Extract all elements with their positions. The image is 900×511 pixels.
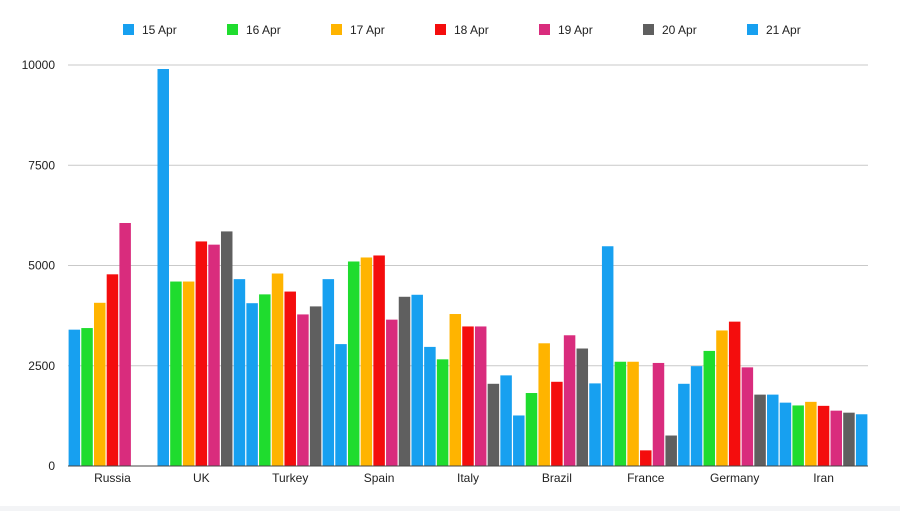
y-tick-label: 0 (48, 459, 55, 473)
x-tick-label: Brazil (542, 471, 572, 485)
x-tick-label: Germany (710, 471, 759, 485)
bar (513, 415, 525, 466)
bar (551, 381, 563, 466)
bar (843, 412, 855, 466)
bar (373, 255, 385, 466)
bar (424, 346, 436, 466)
legend-swatch (435, 24, 446, 35)
bar (678, 383, 690, 466)
bar (386, 319, 398, 466)
y-tick-label: 7500 (28, 158, 55, 172)
bar (830, 410, 843, 466)
x-tick-label: Italy (457, 471, 479, 485)
y-tick-label: 10000 (22, 58, 56, 72)
x-tick-label: Turkey (272, 471, 308, 485)
bar (436, 359, 449, 466)
x-tick-label: Russia (94, 471, 131, 485)
bar (665, 435, 677, 466)
bar (347, 261, 360, 466)
bar (233, 279, 246, 466)
bars (68, 69, 868, 466)
legend-label: 15 Apr (142, 23, 177, 37)
bar (462, 326, 474, 466)
bar (563, 335, 576, 466)
bar (81, 328, 93, 466)
bar (259, 294, 271, 466)
y-axis-ticks: 0 2500 5000 7500 10000 (22, 58, 56, 473)
bar (855, 414, 868, 466)
bar (335, 344, 347, 466)
y-tick-label: 5000 (28, 259, 55, 273)
y-tick-label: 2500 (28, 359, 55, 373)
bar (576, 348, 589, 466)
x-tick-label: UK (193, 471, 210, 485)
bar (271, 273, 284, 466)
bar (309, 306, 322, 466)
bar (500, 375, 512, 466)
bar (297, 314, 309, 466)
bar (398, 296, 411, 466)
legend-swatch (123, 24, 134, 35)
bar (728, 321, 741, 466)
legend-label: 19 Apr (558, 23, 593, 37)
bar (182, 281, 195, 466)
bar (817, 405, 830, 466)
bar (805, 401, 817, 466)
bar (792, 405, 804, 466)
legend-swatch (227, 24, 238, 35)
bar (195, 241, 208, 466)
bar (589, 383, 601, 466)
bar (246, 303, 258, 466)
bar (157, 69, 169, 466)
bar (208, 244, 220, 466)
bar (640, 450, 652, 466)
bar (474, 326, 487, 466)
bar (525, 393, 538, 466)
bar (360, 257, 373, 466)
bar (779, 402, 792, 466)
bar (652, 362, 665, 466)
bar (716, 330, 728, 466)
bar (106, 274, 119, 466)
legend-label: 16 Apr (246, 23, 281, 37)
bar (601, 246, 614, 466)
bar (487, 383, 500, 466)
bar (220, 231, 233, 466)
bar (703, 350, 716, 466)
x-axis: Russia UK Turkey Spain Italy Brazil France Germ… (68, 465, 868, 485)
legend-swatch (539, 24, 550, 35)
legend: 15 Apr 16 Apr 17 Apr 18 Apr 19 Apr 20 Apr 21 A… (123, 23, 801, 37)
bar (538, 343, 550, 466)
bar (767, 394, 779, 466)
bar (68, 329, 81, 466)
bar (690, 366, 703, 466)
bar (754, 394, 766, 466)
legend-label: 17 Apr (350, 23, 385, 37)
legend-swatch (643, 24, 654, 35)
x-tick-label: Spain (364, 471, 395, 485)
x-tick-label: Iran (813, 471, 834, 485)
bar (449, 314, 462, 466)
bar (119, 222, 131, 466)
legend-label: 20 Apr (662, 23, 697, 37)
bar (614, 361, 627, 466)
bar (93, 302, 106, 466)
bar (627, 361, 639, 466)
bar (322, 279, 335, 466)
bar (411, 294, 423, 466)
legend-swatch (747, 24, 758, 35)
legend-swatch (331, 24, 342, 35)
legend-label: 18 Apr (454, 23, 489, 37)
bar (170, 281, 182, 466)
x-tick-label: France (627, 471, 665, 485)
bar (741, 367, 754, 466)
legend-label: 21 Apr (766, 23, 801, 37)
bar (284, 291, 296, 466)
